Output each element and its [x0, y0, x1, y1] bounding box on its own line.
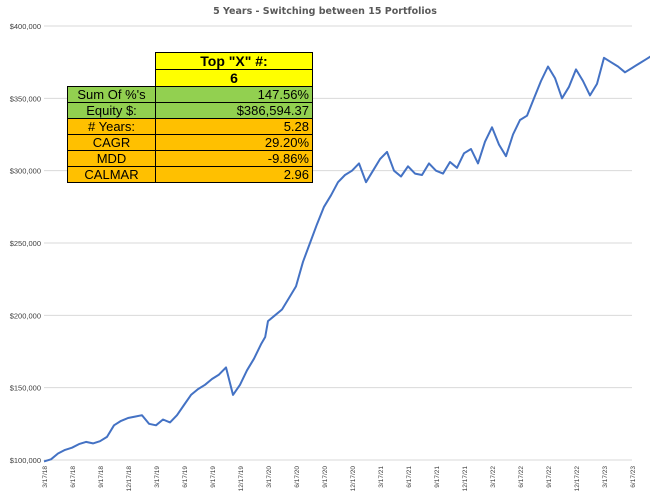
- x-tick-label: 9/17/22: [546, 466, 553, 488]
- stat-label: MDD: [67, 150, 156, 167]
- blank-cell: [68, 53, 156, 70]
- x-tick-label: 6/17/20: [294, 466, 301, 488]
- stat-value: 147.56%: [155, 86, 313, 103]
- stat-label: CALMAR: [67, 166, 156, 183]
- stats-header-row: Top "X" #:: [68, 52, 313, 70]
- stat-value: 29.20%: [155, 134, 313, 151]
- stats-row-calmar: CALMAR 2.96: [67, 166, 313, 183]
- x-tick-label: 3/17/23: [602, 466, 609, 488]
- x-tick-label: 9/17/19: [210, 466, 217, 488]
- x-tick-label: 12/17/21: [462, 466, 469, 492]
- y-tick-label: $300,000: [10, 167, 41, 176]
- blank-cell: [68, 70, 156, 87]
- stat-label: CAGR: [67, 134, 156, 151]
- equity-line: [43, 55, 650, 463]
- x-tick-label: 12/17/20: [350, 466, 357, 492]
- y-tick-label: $400,000: [10, 22, 41, 31]
- x-tick-label: 12/17/22: [574, 466, 581, 492]
- stats-row-years: # Years: 5.28: [67, 118, 313, 135]
- x-tick-label: 6/17/22: [518, 466, 525, 488]
- y-tick-label: $350,000: [10, 94, 41, 103]
- x-tick-label: 9/17/20: [322, 466, 329, 488]
- stat-value: $386,594.37: [155, 102, 313, 119]
- x-tick-label: 6/17/21: [406, 466, 413, 488]
- stat-label: # Years:: [67, 118, 156, 135]
- x-tick-label: 3/17/21: [378, 466, 385, 488]
- y-tick-label: $200,000: [10, 311, 41, 320]
- x-tick-label: 3/17/18: [42, 466, 49, 488]
- x-tick-label: 9/17/21: [434, 466, 441, 488]
- x-tick-label: 6/17/19: [182, 466, 189, 488]
- x-tick-label: 6/17/23: [630, 466, 637, 488]
- x-axis-ticks: 3/17/18 6/17/18 9/17/18 12/17/18 3/17/19 6/17…: [42, 466, 637, 492]
- chart-title: 5 Years - Switching between 15 Portfolio…: [213, 6, 437, 17]
- x-tick-label: 3/17/20: [266, 466, 273, 488]
- y-axis-ticks: $100,000 $150,000 $200,000 $250,000 $300,000…: [10, 22, 41, 465]
- x-tick-label: 6/17/18: [70, 466, 77, 488]
- y-tick-label: $250,000: [10, 239, 41, 248]
- y-tick-label: $150,000: [10, 384, 41, 393]
- stats-header-value-row: 6: [68, 69, 313, 87]
- top-x-value: 6: [155, 69, 313, 87]
- stat-value: 5.28: [155, 118, 313, 135]
- top-x-label: Top "X" #:: [155, 52, 313, 70]
- stat-label: Sum Of %'s: [67, 86, 156, 103]
- stats-row-cagr: CAGR 29.20%: [67, 134, 313, 151]
- y-tick-label: $100,000: [10, 456, 41, 465]
- stat-value: -9.86%: [155, 150, 313, 167]
- x-tick-label: 3/17/19: [154, 466, 161, 488]
- stat-value: 2.96: [155, 166, 313, 183]
- stats-row-equity: Equity $: $386,594.37: [67, 102, 313, 119]
- x-tick-label: 12/17/19: [238, 466, 245, 492]
- x-tick-label: 9/17/18: [98, 466, 105, 488]
- stats-row-mdd: MDD -9.86%: [67, 150, 313, 167]
- x-tick-label: 12/17/18: [126, 466, 133, 492]
- stats-table: Top "X" #: 6 Sum Of %'s 147.56% Equity $…: [67, 52, 313, 183]
- x-tick-label: 3/17/22: [490, 466, 497, 488]
- stat-label: Equity $:: [67, 102, 156, 119]
- stats-row-sum: Sum Of %'s 147.56%: [67, 86, 313, 103]
